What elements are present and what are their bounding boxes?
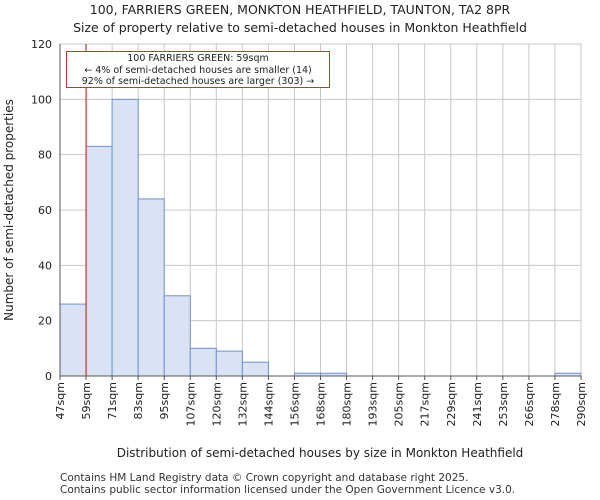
x-tick-label: 120sqm (210, 382, 223, 426)
x-tick-label: 107sqm (184, 382, 197, 426)
x-tick-label: 83sqm (132, 382, 145, 419)
annotation-line-2: ← 4% of semi-detached houses are smaller… (84, 64, 312, 76)
y-tick-label: 40 (38, 259, 52, 272)
x-tick-label: 168sqm (315, 382, 328, 426)
x-tick-label: 132sqm (236, 382, 249, 426)
y-tick-label: 80 (38, 149, 52, 162)
annotation-line-1: 100 FARRIERS GREEN: 59sqm (127, 53, 269, 64)
footer-line-2: Contains public sector information licen… (60, 484, 516, 496)
x-tick-label: 205sqm (393, 382, 406, 426)
chart-title: 100, FARRIERS GREEN, MONKTON HEATHFIELD,… (89, 2, 511, 17)
histogram-bar (215, 350, 243, 377)
histogram-bar (137, 198, 165, 377)
x-tick-label: 59sqm (80, 382, 93, 419)
y-tick-label: 100 (31, 93, 52, 106)
x-tick-label: 144sqm (262, 382, 275, 426)
y-tick-label: 0 (45, 370, 52, 383)
histogram-bar (241, 361, 269, 377)
x-axis-label: Distribution of semi-detached houses by … (117, 446, 524, 460)
y-tick-label: 60 (38, 204, 52, 217)
y-tick-label: 120 (31, 38, 52, 51)
x-tick-label: 290sqm (575, 382, 588, 426)
histogram-bar (85, 145, 113, 377)
chart-subtitle: Size of property relative to semi-detach… (73, 20, 527, 35)
histogram-bar (111, 98, 139, 377)
x-tick-label: 180sqm (341, 382, 354, 426)
x-tick-label: 278sqm (549, 382, 562, 426)
x-tick-label: 95sqm (158, 382, 171, 419)
x-tick-label: 217sqm (419, 382, 432, 426)
x-tick-label: 266sqm (523, 382, 536, 426)
annotation-line-3: 92% of semi-detached houses are larger (… (81, 76, 315, 87)
histogram-bar (189, 347, 217, 377)
property-annotation-box: 100 FARRIERS GREEN: 59sqm ← 4% of semi-d… (66, 51, 330, 88)
x-tick-label: 241sqm (471, 382, 484, 426)
footer-line-1: Contains HM Land Registry data © Crown c… (60, 472, 469, 484)
y-tick-label: 20 (38, 315, 52, 328)
x-tick-label: 253sqm (497, 382, 510, 426)
x-tick-label: 229sqm (445, 382, 458, 426)
x-tick-label: 156sqm (288, 382, 301, 426)
histogram-bar (59, 303, 87, 377)
x-tick-label: 193sqm (367, 382, 380, 426)
y-axis-label: Number of semi-detached properties (2, 99, 16, 321)
x-tick-label: 71sqm (106, 382, 119, 419)
histogram-bar (163, 295, 191, 377)
x-tick-label: 47sqm (54, 382, 67, 419)
